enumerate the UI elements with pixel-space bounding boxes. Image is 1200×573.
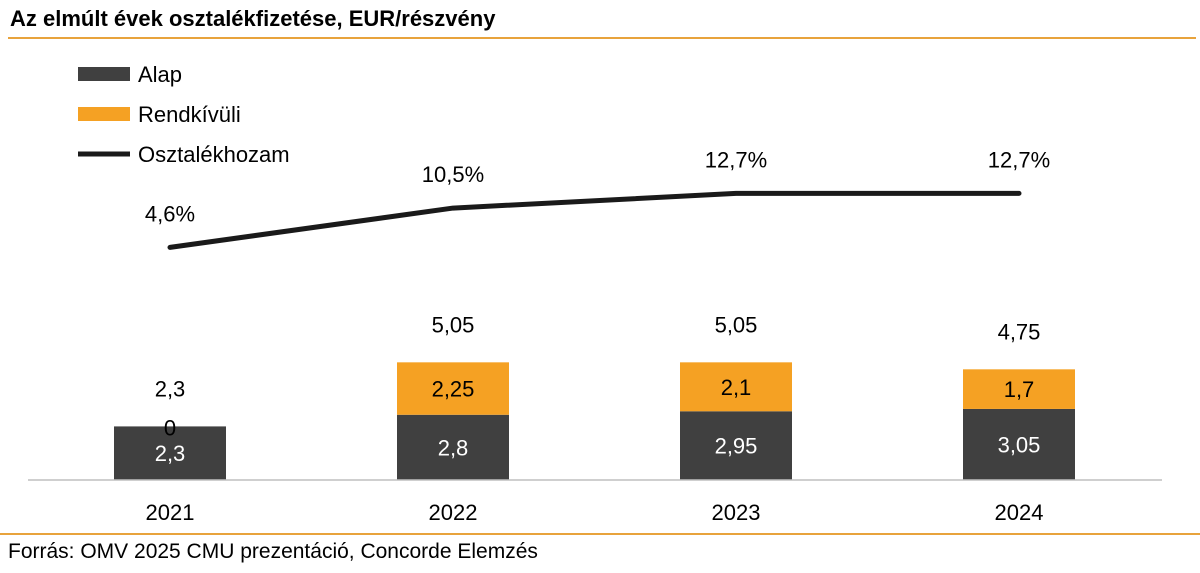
bar-alap-2024	[963, 408, 1075, 480]
label-osztalekhozam-2024: 12,7%	[988, 147, 1050, 172]
osztalekhozam-line	[167, 190, 1022, 250]
chart-title: Az elmúlt évek osztalékfizetése, EUR/rés…	[10, 6, 496, 31]
label-osztalekhozam-2022: 10,5%	[422, 162, 484, 187]
bar-alap-2023	[680, 411, 792, 480]
label-total-2022: 5,05	[432, 312, 475, 337]
label-total-2023: 5,05	[715, 312, 758, 337]
label-rendkivuli-2024: 1,7	[1004, 377, 1035, 402]
title-divider	[8, 37, 1196, 39]
x-tick-label-2024: 2024	[995, 500, 1044, 525]
label-alap-2024: 3,05	[998, 432, 1041, 457]
x-tick-label-2021: 2021	[146, 500, 195, 525]
label-rendkivuli-2023: 2,1	[721, 375, 752, 400]
label-osztalekhozam-2023: 12,7%	[705, 147, 767, 172]
legend-label-2: Osztalékhozam	[138, 142, 290, 167]
label-osztalekhozam-2021: 4,6%	[145, 201, 195, 226]
legend-swatch-rendkivuli	[78, 107, 130, 121]
x-tick-label-2023: 2023	[712, 500, 761, 525]
bar-alap-2021	[114, 426, 226, 480]
label-total-2021: 2,3	[155, 376, 186, 401]
legend-swatch-alap	[78, 67, 130, 81]
bar-alap-2022	[397, 414, 509, 480]
bar-rendkivuli-2022	[397, 362, 509, 415]
legend-label-1: Rendkívüli	[138, 102, 241, 127]
label-alap-2021: 2,3	[155, 441, 186, 466]
source-divider	[0, 533, 1200, 535]
x-tick-label-2022: 2022	[429, 500, 478, 525]
label-rendkivuli-2021: 0	[164, 415, 176, 440]
label-total-2024: 4,75	[998, 319, 1041, 344]
label-alap-2022: 2,8	[438, 435, 469, 460]
bar-rendkivuli-2024	[963, 369, 1075, 409]
source-note: Forrás: OMV 2025 CMU prezentáció, Concor…	[8, 540, 538, 563]
label-rendkivuli-2022: 2,25	[432, 377, 475, 402]
bar-rendkivuli-2023	[680, 362, 792, 412]
label-alap-2023: 2,95	[715, 434, 758, 459]
legend-label-0: Alap	[138, 62, 182, 87]
